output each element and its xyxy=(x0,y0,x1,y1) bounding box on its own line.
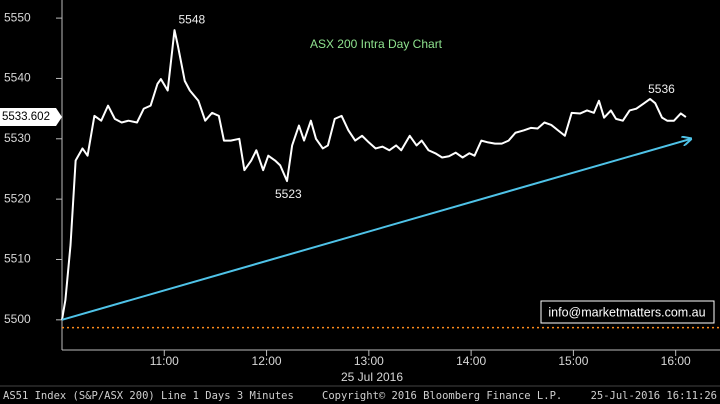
footer-left: AS51 Index (S&P/ASX 200) Line 1 Days 3 M… xyxy=(3,390,294,402)
watermark: info@marketmatters.com.au xyxy=(548,305,705,319)
annotation: 5548 xyxy=(179,12,206,26)
footer-center: Copyright© 2016 Bloomberg Finance L.P. xyxy=(322,390,562,402)
footer-right: 25-Jul-2016 16:11:26 xyxy=(591,390,717,402)
last-price-label: 5533.602 xyxy=(2,111,50,123)
x-tick-label: 16:00 xyxy=(661,354,691,368)
y-tick-label: 5540 xyxy=(4,71,31,85)
footer: AS51 Index (S&P/ASX 200) Line 1 Days 3 M… xyxy=(0,385,720,402)
date-label: 25 Jul 2016 xyxy=(341,370,403,384)
x-tick-label: 13:00 xyxy=(354,354,384,368)
annotation: 5536 xyxy=(648,82,675,96)
y-tick-label: 5500 xyxy=(4,312,31,326)
y-tick-label: 5550 xyxy=(4,10,31,24)
annotation: 5523 xyxy=(275,187,302,201)
y-tick-label: 5530 xyxy=(4,131,31,145)
trend-arrow xyxy=(61,139,691,321)
x-tick-label: 12:00 xyxy=(252,354,282,368)
x-tick-label: 14:00 xyxy=(456,354,486,368)
y-tick-label: 5510 xyxy=(4,252,31,266)
watermark-box xyxy=(540,300,715,324)
chart-title: ASX 200 Intra Day Chart xyxy=(310,37,443,51)
x-tick-label: 15:00 xyxy=(558,354,588,368)
y-tick-label: 5520 xyxy=(4,191,31,205)
x-tick-label: 11:00 xyxy=(150,354,179,368)
last-price-tag xyxy=(0,108,62,127)
price-line xyxy=(61,29,687,320)
